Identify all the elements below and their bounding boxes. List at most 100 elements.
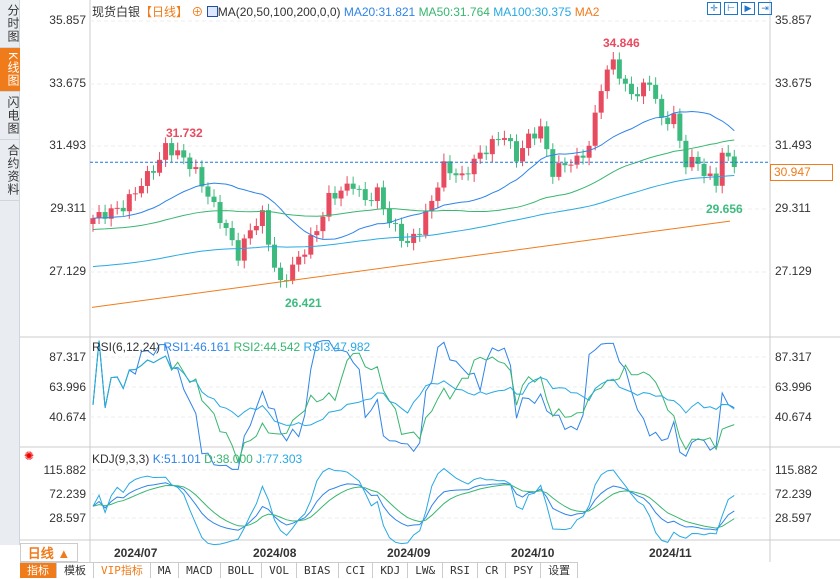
- tab-flash[interactable]: 闪电图: [0, 92, 20, 141]
- kdj-j-line: [92, 467, 735, 546]
- candle-body: [520, 148, 526, 162]
- candle-body: [308, 235, 314, 255]
- candle-body: [302, 254, 308, 257]
- candle-body: [538, 126, 544, 139]
- candle-body: [628, 83, 634, 95]
- candle-body: [157, 159, 163, 173]
- candle-body: [544, 126, 550, 150]
- candle-body: [380, 187, 386, 209]
- kdj-header: KDJ(9,3,3) K:51.101 D:38.000 J:77.303: [92, 452, 302, 466]
- ma200-value: MA2: [574, 5, 600, 19]
- kdj-tick-right: 115.882: [775, 463, 818, 477]
- indicator-settings-icon[interactable]: ✺: [24, 449, 35, 463]
- zoom-in-icon[interactable]: ▶: [741, 2, 755, 15]
- tab-ma[interactable]: MA: [150, 563, 180, 578]
- candle-body: [374, 187, 380, 202]
- candle-body: [507, 138, 513, 142]
- candle-body: [659, 98, 665, 118]
- candle-body: [326, 192, 332, 217]
- tab-kline[interactable]: K线图: [0, 48, 20, 93]
- candle-body: [368, 200, 374, 202]
- rsi-tick: 63.996: [49, 380, 86, 394]
- period-label: 【日线】: [140, 5, 189, 19]
- price-tick: 35.857: [49, 13, 86, 27]
- kdj-tick: 28.597: [49, 511, 86, 525]
- candle-body: [641, 82, 647, 97]
- candle-body: [144, 171, 150, 186]
- zoom-range-icon[interactable]: ⊢: [724, 2, 738, 15]
- candle-body: [241, 238, 247, 261]
- candle-body: [501, 138, 507, 140]
- ma100-line: [92, 175, 735, 268]
- candle-body: [114, 207, 120, 209]
- ma50-value: MA50:31.764: [418, 5, 490, 19]
- candle-body: [90, 218, 96, 224]
- current-price-label: 30.947: [770, 164, 833, 181]
- tab-rsi[interactable]: RSI: [443, 563, 478, 578]
- kdj-tick: 115.882: [43, 463, 87, 477]
- period-selector[interactable]: 日线 ▲: [20, 543, 78, 562]
- candle-body: [253, 225, 259, 231]
- price-tick-right: 33.675: [775, 76, 812, 90]
- ma100-value: MA100:30.375: [493, 5, 572, 19]
- tab-bias[interactable]: BIAS: [297, 563, 339, 578]
- indicator-tabs: 指标 模板 VIP指标 MA MACD BOLL VOL BIAS CCI KD…: [20, 562, 579, 578]
- tab-settings[interactable]: 设置: [541, 563, 579, 578]
- move-right-icon[interactable]: ⇥: [758, 2, 772, 15]
- candle-body: [483, 152, 489, 155]
- tab-psy[interactable]: PSY: [506, 563, 542, 578]
- tab-indicators[interactable]: 指标: [20, 563, 57, 578]
- candle-body: [344, 183, 350, 191]
- candle-body: [725, 152, 731, 157]
- candle-body: [447, 161, 453, 174]
- candle-body: [163, 143, 169, 160]
- ma-label[interactable]: MA(20,50,100,200,0,0): [217, 5, 341, 19]
- rsi-label: RSI(6,12,24): [92, 340, 161, 354]
- date-tick: 2024/08: [253, 546, 297, 560]
- rsi-tick-right: 40.674: [775, 410, 812, 424]
- candle-body: [181, 150, 187, 158]
- candle-body: [598, 91, 604, 113]
- tab-vip-indicators[interactable]: VIP指标: [94, 563, 151, 578]
- rsi1-line: [92, 340, 735, 470]
- rsi-header: RSI(6,12,24) RSI1:46.161 RSI2:44.542 RSI…: [92, 340, 370, 354]
- candle-body: [616, 59, 622, 79]
- candle-body: [489, 139, 495, 155]
- candle-body: [465, 173, 471, 175]
- candle-body: [356, 188, 362, 190]
- candle-body: [423, 211, 429, 235]
- candle-body: [320, 216, 326, 232]
- candle-body: [205, 186, 211, 197]
- kdj-tick-right: 28.597: [775, 511, 812, 525]
- candle-body: [429, 200, 435, 212]
- rsi3-line: [92, 340, 735, 427]
- tab-macd[interactable]: MACD: [179, 563, 221, 578]
- tab-vol[interactable]: VOL: [262, 563, 297, 578]
- ma-chart-icon[interactable]: [206, 6, 218, 17]
- instrument-title: 现货白银: [92, 5, 141, 19]
- tab-contract-info[interactable]: 合约资料: [0, 140, 20, 202]
- candle-body: [719, 152, 725, 186]
- crosshair-toggle-icon[interactable]: ⊕: [191, 5, 204, 19]
- kdj-tick-right: 72.239: [775, 487, 812, 501]
- tab-lwr[interactable]: LW&: [408, 563, 444, 578]
- candle-body: [399, 223, 405, 241]
- tab-cr[interactable]: CR: [478, 563, 507, 578]
- candle-body: [471, 158, 477, 175]
- candle-body: [604, 69, 610, 92]
- tab-kdj[interactable]: KDJ: [373, 563, 409, 578]
- candle-body: [731, 156, 737, 168]
- tab-boll[interactable]: BOLL: [220, 563, 263, 578]
- tab-templates[interactable]: 模板: [57, 563, 94, 578]
- candle-body: [477, 152, 483, 159]
- low-annotation: 29.656: [706, 202, 743, 216]
- price-tick: 29.311: [50, 201, 86, 215]
- tab-timeshare[interactable]: 分时图: [0, 0, 20, 48]
- candle-body: [568, 164, 574, 166]
- rsi-tick: 40.674: [49, 410, 86, 424]
- candle-body: [574, 155, 580, 165]
- candle-body: [707, 173, 713, 176]
- tab-cci[interactable]: CCI: [338, 563, 374, 578]
- crosshair-icon[interactable]: ✛: [707, 2, 721, 15]
